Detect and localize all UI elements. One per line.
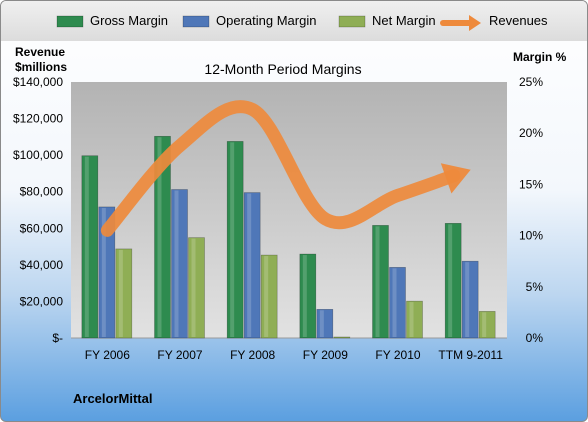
legend-label-gross-margin: Gross Margin (90, 13, 168, 28)
bar-gross-margin-fy-2006 (81, 155, 99, 339)
right-tick-label: 10% (519, 229, 543, 243)
revenue-arrowhead (440, 163, 471, 194)
bar-gross-margin-fy-2007 (154, 135, 171, 339)
bar-net-margin-fy-2010 (406, 300, 423, 339)
legend-label-revenues: Revenues (489, 13, 548, 28)
right-tick-label: 15% (519, 177, 543, 191)
bar-highlight (230, 142, 235, 337)
bar-net-margin-fy-2008 (260, 254, 278, 339)
bar-operating-margin-fy-2010 (389, 267, 406, 339)
bar-operating-margin-fy-2008 (243, 192, 261, 339)
right-axis-ticks: 0% 5% 10% 15% 20% 25% (519, 75, 543, 345)
category-label-fy-2008: FY 2008 (230, 348, 275, 362)
revenue-line-group (100, 100, 471, 237)
left-axis-ticks: $- $20,000 $40,000 $60,000 $80,000 $100,000 $1… (13, 75, 63, 345)
bar-highlight (465, 262, 470, 337)
bars-group (81, 135, 496, 339)
right-tick-label: 0% (526, 331, 544, 345)
bar-highlight (319, 310, 324, 337)
category-labels: FY 2006 FY 2007 FY 2008 FY 2009 FY 2010 TTM 9… (85, 348, 503, 362)
category-label-fy-2009: FY 2009 (303, 348, 348, 362)
bar-operating-margin-fy-2006 (98, 206, 116, 339)
bar-net-margin-ttm-9-2011 (478, 311, 496, 339)
category-label-fy-2006: FY 2006 (85, 348, 130, 362)
left-tick-label: $80,000 (20, 185, 64, 199)
right-tick-label: 20% (519, 126, 543, 140)
bar-highlight (409, 302, 414, 337)
right-axis-title: Margin % (513, 50, 567, 64)
bar-gross-margin-fy-2009 (299, 253, 317, 339)
left-tick-label: $- (52, 331, 63, 345)
bar-highlight (482, 312, 487, 337)
legend-label-net-margin: Net Margin (372, 13, 436, 28)
category-label-fy-2010: FY 2010 (375, 348, 420, 362)
bar-highlight (264, 256, 269, 337)
bar-net-margin-fy-2007 (188, 237, 205, 339)
left-tick-label: $20,000 (20, 294, 64, 308)
bar-highlight (302, 255, 307, 337)
legend-arrow-icon (469, 15, 481, 31)
plot-area (71, 82, 507, 338)
bar-highlight (157, 137, 162, 337)
chart-title: 12-Month Period Margins (204, 61, 361, 77)
bar-operating-margin-ttm-9-2011 (461, 260, 479, 339)
bar-highlight (84, 156, 89, 337)
category-label-ttm-9-2011: TTM 9-2011 (438, 348, 503, 362)
legend-label-operating-margin: Operating Margin (216, 13, 316, 28)
legend-swatch-gross-margin (56, 15, 84, 28)
bar-gross-margin-fy-2008 (226, 141, 244, 339)
bar-operating-margin-fy-2007 (171, 189, 188, 339)
left-tick-label: $100,000 (13, 148, 63, 162)
bar-highlight (191, 238, 196, 337)
legend: Gross Margin Operating Margin Net Margin Re… (56, 13, 548, 31)
left-axis-title-line1: Revenue (15, 45, 65, 59)
company-name: ArcelorMittal (73, 391, 152, 406)
bar-net-margin-fy-2006 (115, 248, 133, 339)
left-tick-label: $140,000 (13, 75, 63, 89)
bar-highlight (448, 224, 453, 337)
bar-operating-margin-fy-2009 (316, 309, 334, 339)
legend-swatch-net-margin (338, 15, 366, 28)
legend-band (1, 1, 587, 41)
bar-highlight (174, 190, 179, 337)
left-tick-label: $120,000 (13, 112, 63, 126)
bar-gross-margin-ttm-9-2011 (444, 223, 462, 339)
category-label-fy-2007: FY 2007 (157, 348, 202, 362)
bar-gross-margin-fy-2010 (372, 225, 389, 339)
bar-highlight (247, 193, 252, 337)
legend-swatch-operating-margin (182, 15, 210, 28)
bar-highlight (392, 268, 397, 337)
bar-highlight (118, 249, 123, 337)
right-tick-label: 5% (526, 280, 544, 294)
left-axis-title-line2: $millions (15, 60, 67, 74)
left-tick-label: $40,000 (20, 258, 64, 272)
bar-highlight (101, 207, 106, 337)
bar-net-margin-fy-2009 (333, 336, 351, 339)
right-tick-label: 25% (519, 75, 543, 89)
bar-highlight (375, 226, 380, 337)
left-tick-label: $60,000 (20, 221, 64, 235)
